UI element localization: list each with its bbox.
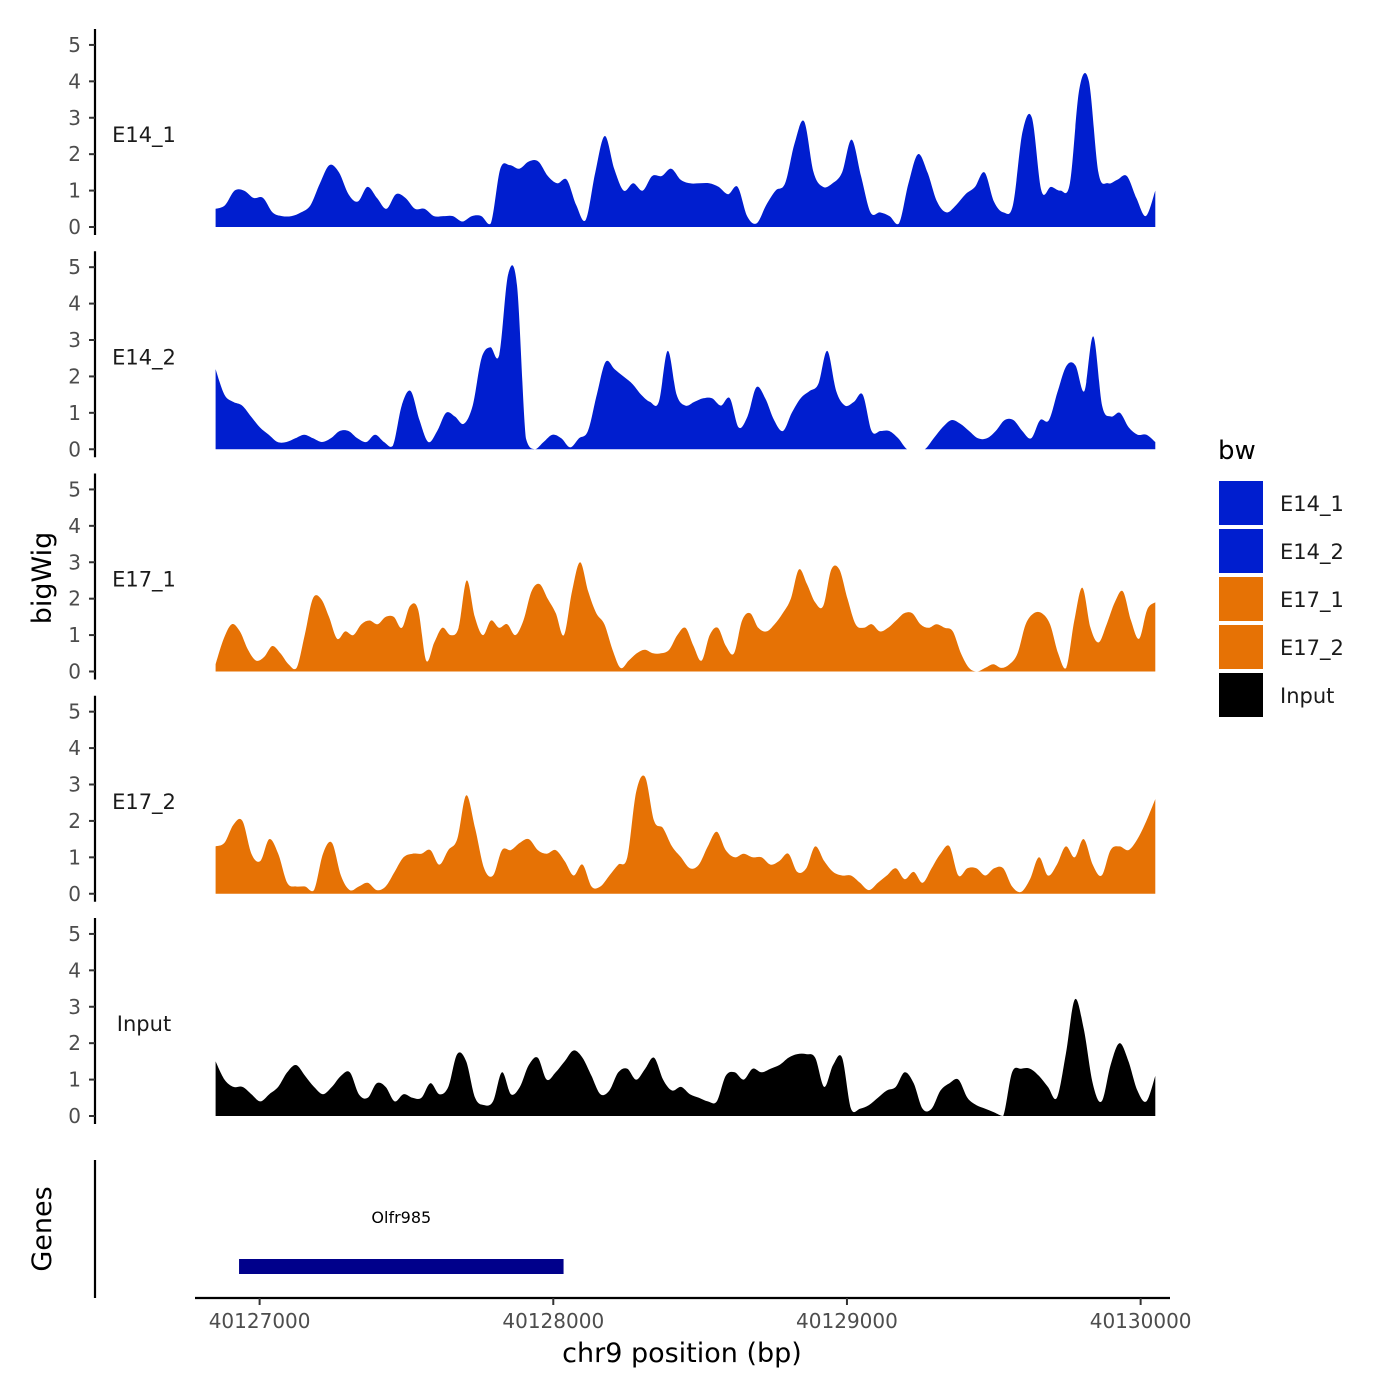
y-tick-label: 5 — [68, 33, 81, 57]
legend-key — [1219, 529, 1263, 573]
y-tick-label: 0 — [68, 660, 81, 684]
track-label: Input — [117, 1012, 171, 1036]
y-tick-label: 4 — [68, 69, 81, 93]
y-tick-label: 3 — [68, 995, 81, 1019]
track-panels: 0 1 2 3 4 5 E14_1 0 1 2 3 4 5 E14_2 0 1 2 3 4 5 E17_1 0 1 2 3 4 5 E… — [68, 29, 1156, 1128]
legend-label: Input — [1280, 684, 1334, 708]
track-e14-1: 0 1 2 3 4 5 E14_1 — [68, 29, 1156, 239]
coverage-area — [215, 775, 1156, 894]
x-tick-label: 40130000 — [1090, 1309, 1192, 1333]
track-input: 0 1 2 3 4 5 Input — [68, 918, 1156, 1128]
y-tick-label: 5 — [68, 477, 81, 501]
gene-label: Olfr985 — [371, 1208, 431, 1227]
y-tick-label: 3 — [68, 773, 81, 797]
x-tick-label: 40129000 — [796, 1309, 898, 1333]
y-tick-label: 5 — [68, 255, 81, 279]
y-tick-label: 0 — [68, 882, 81, 906]
coverage-area — [215, 562, 1156, 672]
y-tick-label: 0 — [68, 437, 81, 461]
x-tick-label: 40127000 — [209, 1309, 311, 1333]
y-tick-label: 3 — [68, 328, 81, 352]
y-tick-label: 5 — [68, 700, 81, 724]
legend-label: E17_2 — [1280, 636, 1344, 661]
coverage-area — [215, 72, 1156, 227]
track-label: E14_2 — [112, 345, 176, 370]
y-tick-label: 4 — [68, 514, 81, 538]
track-label: E17_2 — [112, 790, 176, 815]
legend-key — [1219, 481, 1263, 525]
x-axis: 40127000 40128000 40129000 40130000 — [195, 1296, 1192, 1333]
y-tick-label: 2 — [68, 587, 81, 611]
y-tick-label: 1 — [68, 179, 81, 203]
coverage-area — [215, 265, 1156, 450]
y-tick-label: 5 — [68, 922, 81, 946]
track-e17-1: 0 1 2 3 4 5 E17_1 — [68, 473, 1156, 684]
y-tick-label: 3 — [68, 550, 81, 574]
y-tick-label: 2 — [68, 142, 81, 166]
gene-body — [239, 1259, 564, 1274]
y-tick-label: 2 — [68, 809, 81, 833]
genes-axis-title: Genes — [27, 1186, 58, 1271]
legend-label: E17_1 — [1280, 588, 1344, 613]
y-tick-label: 1 — [68, 623, 81, 647]
legend-title: bw — [1218, 436, 1256, 466]
y-axis-title: bigWig — [27, 532, 58, 625]
y-tick-label: 3 — [68, 106, 81, 130]
track-label: E17_1 — [112, 568, 176, 593]
x-tick-label: 40128000 — [502, 1309, 604, 1333]
y-tick-label: 1 — [68, 1068, 81, 1092]
y-tick-label: 1 — [68, 845, 81, 869]
legend-key — [1219, 577, 1263, 621]
y-tick-label: 4 — [68, 292, 81, 316]
track-e14-2: 0 1 2 3 4 5 E14_2 — [68, 251, 1156, 461]
y-tick-label: 4 — [68, 736, 81, 760]
y-tick-label: 2 — [68, 364, 81, 388]
legend: bw E14_1 E14_2 E17_1 E17_2 Input — [1218, 436, 1344, 717]
y-tick-label: 1 — [68, 401, 81, 425]
legend-key — [1219, 673, 1263, 717]
coverage-area — [215, 998, 1156, 1116]
legend-label: E14_1 — [1280, 492, 1344, 517]
y-tick-label: 0 — [68, 1104, 81, 1128]
legend-label: E14_2 — [1280, 540, 1344, 565]
track-e17-2: 0 1 2 3 4 5 E17_2 — [68, 695, 1156, 906]
genes-panel: Olfr985 — [93, 1160, 564, 1298]
y-tick-label: 2 — [68, 1031, 81, 1055]
track-label: E14_1 — [112, 123, 176, 148]
y-tick-label: 0 — [68, 215, 81, 239]
legend-key — [1219, 625, 1263, 669]
x-axis-title: chr9 position (bp) — [562, 1338, 802, 1369]
y-tick-label: 4 — [68, 958, 81, 982]
